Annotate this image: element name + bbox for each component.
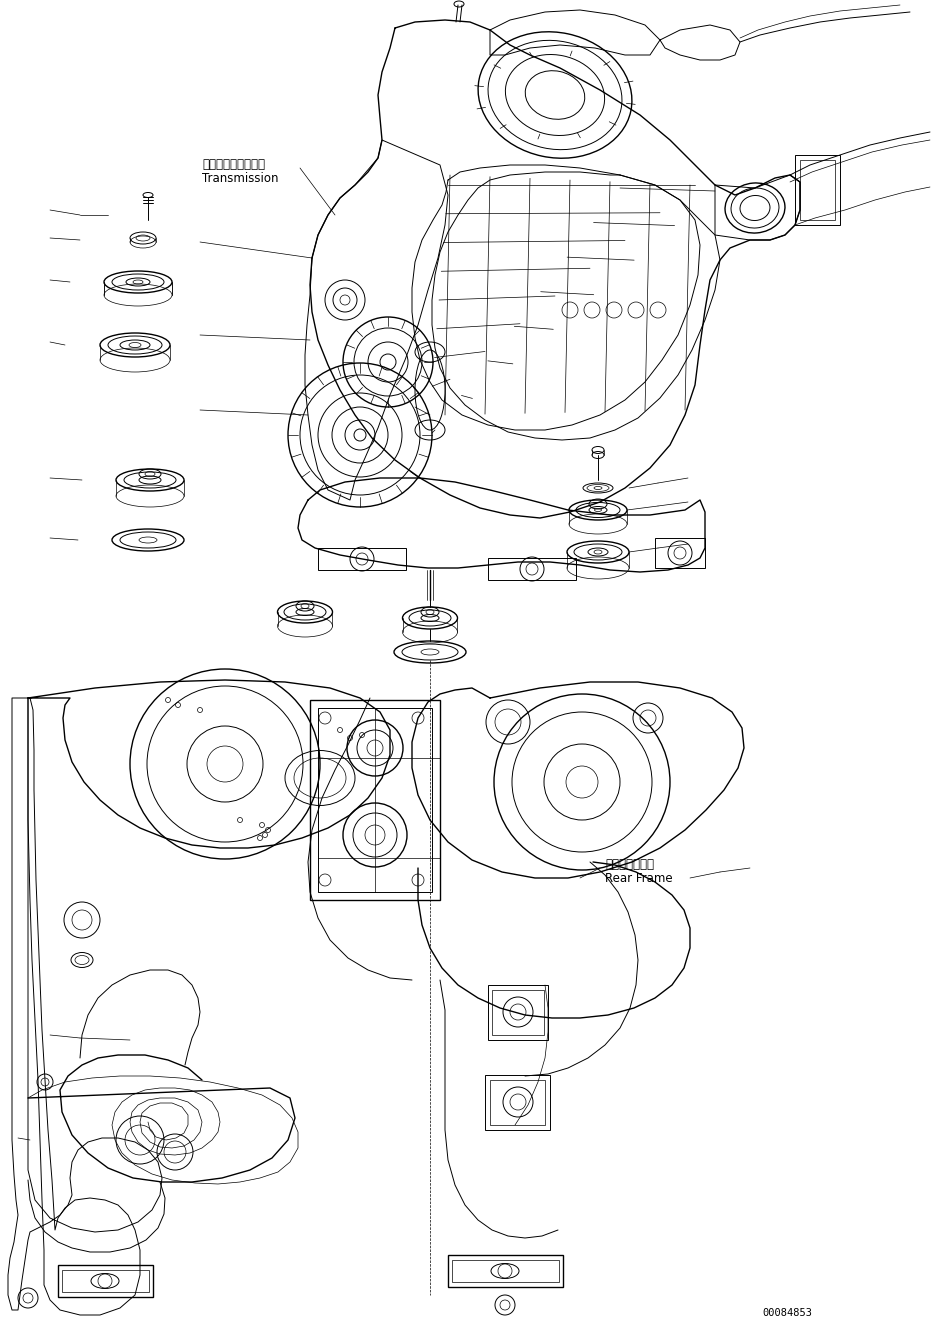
Text: Transmission: Transmission (202, 173, 278, 184)
Bar (451, 1261, 559, 1282)
Bar (58, 1265, 153, 1296)
Bar (799, 161, 834, 220)
Bar (310, 701, 440, 900)
Bar (485, 1075, 549, 1131)
Bar (317, 548, 405, 571)
Text: トランスミッション: トランスミッション (202, 158, 265, 171)
Bar (447, 1255, 563, 1287)
Text: Rear Frame: Rear Frame (605, 872, 672, 885)
Bar (654, 537, 704, 568)
Text: 00084853: 00084853 (761, 1308, 812, 1318)
Bar (488, 985, 548, 1040)
Bar (491, 990, 544, 1035)
Bar (62, 1270, 149, 1292)
Bar (490, 1080, 545, 1125)
Bar (794, 155, 839, 226)
Bar (317, 709, 431, 892)
Text: リヤーフレーム: リヤーフレーム (605, 859, 653, 871)
Bar (488, 557, 576, 580)
